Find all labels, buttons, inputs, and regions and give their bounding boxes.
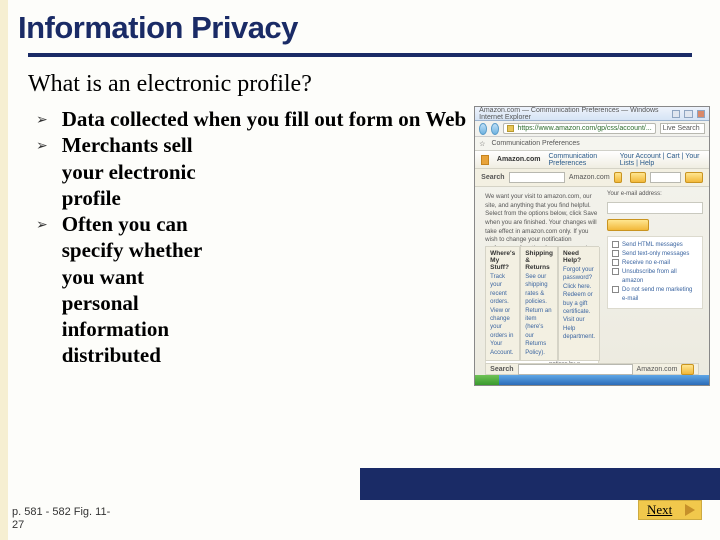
- slide: Information Privacy What is an electroni…: [0, 0, 720, 540]
- email-label: Your e-mail address:: [607, 191, 703, 197]
- favorites-icon[interactable]: ☆: [479, 140, 485, 148]
- save-button[interactable]: [607, 219, 649, 231]
- next-arrow-icon: [685, 504, 695, 516]
- promo-option: Receive no e-mail: [612, 259, 698, 268]
- footer-search-label: Search: [490, 366, 513, 373]
- search-label: Search: [481, 174, 504, 181]
- browser-toolbar: ☆ Communication Preferences: [475, 137, 709, 151]
- reference-line1: p. 581 - 582 Fig. 11-: [12, 506, 110, 519]
- start-button[interactable]: [475, 375, 499, 385]
- embedded-screenshot: Amazon.com — Communication Preferences —…: [474, 106, 710, 386]
- footer-go-button[interactable]: [681, 364, 694, 375]
- help-tabs: Where's My Stuff?Track your recent order…: [485, 246, 599, 361]
- promo-label: Unsubscribe from all amazon: [622, 268, 698, 286]
- left-accent-stripe: [0, 0, 8, 540]
- help-tab: Need Help? Forgot your password? Click he…: [558, 247, 600, 361]
- breadcrumb: Communication Preferences: [548, 153, 611, 167]
- bullet-item: ➢ Often you can specify whether you want …: [36, 211, 466, 369]
- url-text: https://www.amazon.com/gp/css/account/..…: [517, 125, 651, 132]
- back-icon[interactable]: [479, 123, 487, 135]
- next-label: Next: [647, 502, 672, 518]
- go-button[interactable]: [614, 172, 622, 183]
- minimize-icon[interactable]: [672, 110, 681, 118]
- email-field[interactable]: [607, 202, 703, 214]
- help-tab: Where's My Stuff?Track your recent order…: [485, 247, 520, 361]
- slide-subtitle: What is an electronic profile?: [0, 57, 720, 106]
- promo-option: Send text-only messages: [612, 250, 698, 259]
- promo-option: Send HTML messages: [612, 241, 698, 250]
- slide-title: Information Privacy: [18, 10, 702, 46]
- maximize-icon[interactable]: [684, 110, 693, 118]
- tab-links[interactable]: Track your recent orders. View or change…: [490, 273, 515, 357]
- tab-heading: Where's My Stuff?: [490, 250, 515, 271]
- footer-search-domain: Amazon.com: [637, 366, 678, 373]
- footer-search: Search Amazon.com: [485, 363, 699, 375]
- bullet-item: ➢ Merchants sell your electronic profile: [36, 132, 466, 211]
- window-titlebar: Amazon.com — Communication Preferences —…: [475, 107, 709, 121]
- footer-search-input[interactable]: [518, 364, 633, 375]
- search-input[interactable]: [509, 172, 565, 183]
- reference-line2: 27: [12, 519, 110, 532]
- url-field[interactable]: https://www.amazon.com/gp/css/account/..…: [503, 123, 655, 134]
- windows-taskbar: [475, 375, 709, 385]
- promo-option: Unsubscribe from all amazon: [612, 268, 698, 286]
- checkbox[interactable]: [612, 241, 619, 248]
- promo-label: Do not send me marketing e-mail: [622, 286, 698, 304]
- side-panel: Your e-mail address: Send HTML messagesS…: [607, 191, 703, 309]
- lock-icon: [507, 125, 514, 132]
- tab-links[interactable]: See our shipping rates & policies. Retur…: [525, 273, 553, 357]
- bullet-marker-icon: ➢: [36, 111, 48, 128]
- checkbox[interactable]: [612, 268, 619, 275]
- search-engine-field[interactable]: Live Search: [660, 123, 705, 134]
- address-bar: https://www.amazon.com/gp/css/account/..…: [475, 121, 709, 137]
- checkbox[interactable]: [612, 286, 619, 293]
- web-search-button[interactable]: [685, 172, 703, 183]
- bottom-accent-band: [360, 468, 720, 500]
- tab-label: Communication Preferences: [491, 140, 579, 147]
- web-search-input[interactable]: [650, 172, 681, 183]
- promo-label: Receive no e-mail: [622, 259, 670, 268]
- promo-label: Send text-only messages: [622, 250, 689, 259]
- promo-option: Do not send me marketing e-mail: [612, 286, 698, 304]
- promo-label: Send HTML messages: [622, 241, 683, 250]
- bullet-text: Merchants sell your electronic profile: [62, 132, 222, 211]
- tab-heading: Shipping & Returns: [525, 250, 553, 271]
- bullet-marker-icon: ➢: [36, 216, 48, 233]
- help-tab: Shipping & ReturnsSee our shipping rates…: [520, 247, 558, 361]
- reference-text: p. 581 - 582 Fig. 11- 27: [12, 506, 110, 532]
- header-links: Your Account | Cart | Your Lists | Help: [620, 153, 703, 167]
- next-button[interactable]: Next: [638, 500, 702, 520]
- site-header: Amazon.com Communication Preferences You…: [475, 151, 709, 169]
- tab-heading: Need Help?: [563, 250, 595, 264]
- title-bar: Information Privacy: [0, 0, 720, 50]
- site-logo-icon[interactable]: [481, 155, 489, 165]
- search-engine-label: Live Search: [663, 125, 700, 132]
- content-row: ➢ Data collected when you fill out form o…: [0, 106, 720, 386]
- forward-icon[interactable]: [491, 123, 499, 135]
- bullet-marker-icon: ➢: [36, 137, 48, 154]
- bullet-list: ➢ Data collected when you fill out form o…: [36, 106, 466, 386]
- find-gifts-button[interactable]: [630, 172, 646, 183]
- window-title: Amazon.com — Communication Preferences —…: [479, 107, 668, 121]
- promo-options: Send HTML messagesSend text-only message…: [607, 236, 703, 309]
- bullet-text: Often you can specify whether you want p…: [62, 211, 222, 369]
- bullet-item: ➢ Data collected when you fill out form o…: [36, 106, 466, 132]
- tab-links[interactable]: Forgot your password? Click here. Redeem…: [563, 266, 595, 342]
- close-icon[interactable]: [697, 110, 706, 118]
- bullet-text: Data collected when you fill out form on…: [62, 106, 466, 132]
- checkbox[interactable]: [612, 250, 619, 257]
- checkbox[interactable]: [612, 259, 619, 266]
- search-domain: Amazon.com: [569, 174, 610, 181]
- site-name: Amazon.com: [497, 156, 541, 163]
- site-search-bar: Search Amazon.com: [475, 169, 709, 187]
